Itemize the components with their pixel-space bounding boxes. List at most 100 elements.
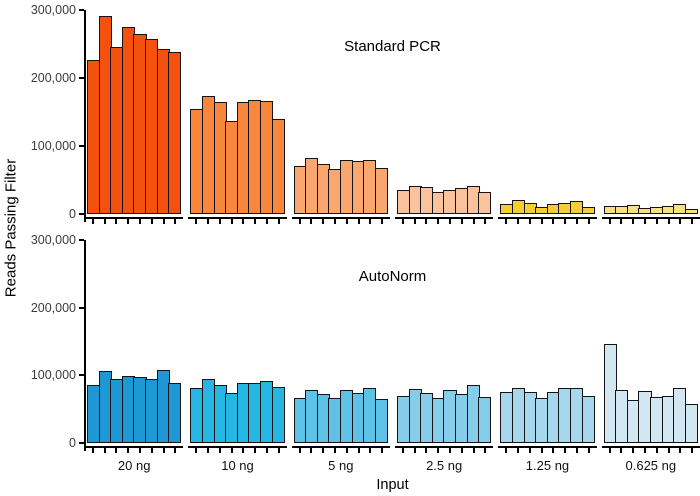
x-tick-mark <box>559 219 571 225</box>
x-tick-mark <box>583 219 595 225</box>
x-tick-mark <box>536 219 548 225</box>
x-tick-mark <box>294 219 306 225</box>
bar-group <box>188 240 287 448</box>
x-tick-mark <box>134 219 146 225</box>
x-tick-row <box>604 448 698 454</box>
bar-row <box>190 240 285 443</box>
bar <box>271 386 285 443</box>
bar-row <box>87 240 182 443</box>
x-tick-mark <box>273 448 285 454</box>
x-tick-mark <box>111 448 123 454</box>
x-tick-mark <box>686 219 698 225</box>
y-tick-label: 100,000 <box>30 368 76 383</box>
x-tick-mark <box>353 448 365 454</box>
y-ticks: 0 100,000 200,000 300,000 <box>0 3 84 221</box>
bar-group <box>601 10 700 219</box>
x-tick-mark <box>99 219 111 225</box>
bar <box>684 208 699 214</box>
panel-autonorm: 0 100,000 200,000 300,000 AutoNorm <box>0 233 700 451</box>
bar-row <box>500 10 595 214</box>
x-tick-row <box>500 448 594 454</box>
x-category-label: 5 ng <box>328 458 354 473</box>
x-tick-mark <box>122 448 134 454</box>
x-tick-mark <box>604 448 616 454</box>
x-tick-mark <box>512 219 524 225</box>
x-tick-mark <box>364 448 376 454</box>
y-tick-mark <box>79 213 84 215</box>
y-tick-mark <box>79 306 84 309</box>
x-tick-mark <box>536 448 548 454</box>
x-tick-mark <box>686 448 698 454</box>
x-tick-mark <box>583 448 595 454</box>
bar-group <box>84 240 184 448</box>
x-tick-mark <box>214 219 226 225</box>
x-tick-mark <box>353 219 365 225</box>
x-tick-mark <box>421 219 433 225</box>
y-tick-label: 300,000 <box>30 233 76 247</box>
x-tick-mark <box>226 219 238 225</box>
x-tick-mark <box>663 219 675 225</box>
y-tick-mark <box>79 144 84 147</box>
x-tick-mark <box>639 219 651 225</box>
bar-row <box>190 10 285 214</box>
bar <box>168 383 182 443</box>
y-tick-mark <box>79 239 84 241</box>
x-tick-mark <box>409 448 421 454</box>
x-category-label: 0.625 ng <box>625 458 677 473</box>
x-tick-mark <box>548 219 560 225</box>
x-tick-mark <box>376 448 388 454</box>
panel-title: AutoNorm <box>358 268 427 285</box>
x-tick-mark <box>317 448 329 454</box>
x-tick-mark <box>202 219 214 225</box>
bar-group <box>291 240 391 448</box>
plot-area <box>84 10 700 219</box>
bar-row <box>396 240 492 443</box>
x-tick-mark <box>190 448 202 454</box>
x-tick-mark <box>87 219 99 225</box>
bar-row <box>293 240 389 443</box>
x-tick-mark <box>651 448 663 454</box>
y-tick-label: 300,000 <box>30 3 76 17</box>
x-tick-mark <box>305 219 317 225</box>
x-tick-mark <box>663 448 675 454</box>
x-tick-mark <box>615 219 627 225</box>
x-tick-mark <box>639 448 651 454</box>
x-tick-mark <box>651 219 663 225</box>
x-tick-mark <box>432 219 444 225</box>
y-ticks: 0 100,000 200,000 300,000 <box>0 233 84 450</box>
x-tick-mark <box>409 219 421 225</box>
x-tick-row <box>294 448 388 454</box>
bar <box>478 397 492 443</box>
x-tick-row <box>87 448 181 454</box>
y-tick: 100,000 <box>31 139 84 153</box>
x-tick-mark <box>468 219 480 225</box>
x-tick-row <box>397 448 491 454</box>
x-tick-mark <box>397 448 409 454</box>
bar-row <box>396 10 492 214</box>
x-tick-mark <box>524 448 536 454</box>
x-tick-row <box>604 219 698 225</box>
x-tick-mark <box>261 448 273 454</box>
x-category-label: 20 ng <box>117 458 151 473</box>
bar <box>581 207 595 214</box>
x-tick-mark <box>146 219 158 225</box>
x-tick-mark <box>202 448 214 454</box>
bar-group <box>84 10 184 219</box>
x-tick-mark <box>674 448 686 454</box>
x-tick-mark <box>249 448 261 454</box>
x-tick-row <box>294 219 388 225</box>
x-tick-mark <box>524 219 536 225</box>
x-tick-mark <box>480 448 492 454</box>
bar <box>684 403 699 443</box>
bar-row <box>87 10 182 214</box>
x-tick-mark <box>500 448 512 454</box>
x-tick-mark <box>674 219 686 225</box>
y-tick: 0 <box>69 436 84 450</box>
x-tick-mark <box>559 448 571 454</box>
x-tick-mark <box>226 448 238 454</box>
panel-standard-pcr: 0 100,000 200,000 300,000 Standard PCR <box>0 3 700 222</box>
x-tick-mark <box>376 219 388 225</box>
y-tick: 300,000 <box>31 3 84 17</box>
x-tick-mark <box>87 448 99 454</box>
